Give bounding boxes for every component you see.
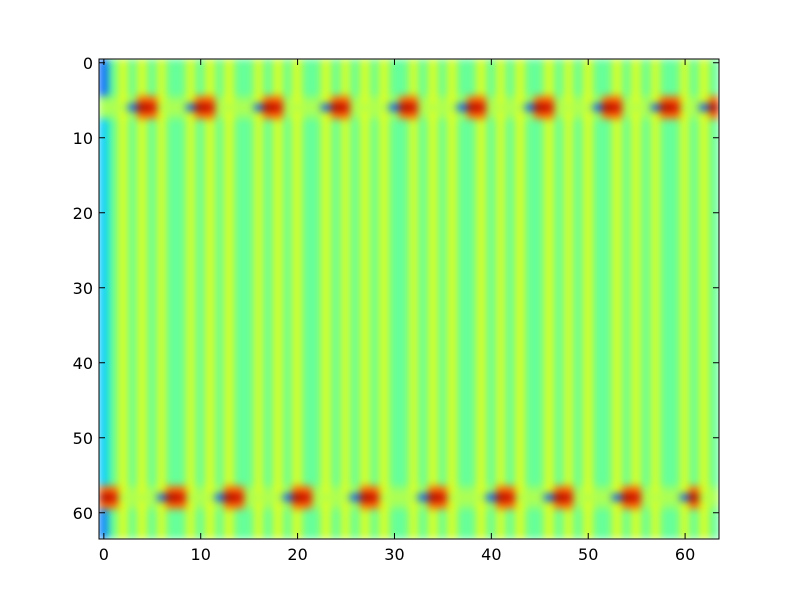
y-tick-label: 0 [83,54,93,73]
x-tick-label: 0 [99,545,109,564]
x-tick-label: 60 [675,545,695,564]
axes-frame [98,58,720,540]
y-tick-label: 50 [73,429,93,448]
y-tick-label: 10 [73,129,93,148]
x-axis: 0 10 20 30 40 50 60 [99,59,695,564]
y-tick-label: 30 [73,279,93,298]
y-tick-label: 40 [73,354,93,373]
x-tick-label: 30 [384,545,404,564]
x-tick-label: 10 [191,545,211,564]
y-axis: 0 10 20 30 40 50 60 [73,54,719,523]
y-tick-label: 20 [73,204,93,223]
plot-area [99,59,719,539]
x-tick-label: 50 [578,545,598,564]
x-tick-label: 20 [287,545,307,564]
heatmap-image-wrapper [99,59,719,539]
heatmap-image [99,59,719,539]
x-tick-label: 40 [481,545,501,564]
y-tick-label: 60 [73,504,93,523]
